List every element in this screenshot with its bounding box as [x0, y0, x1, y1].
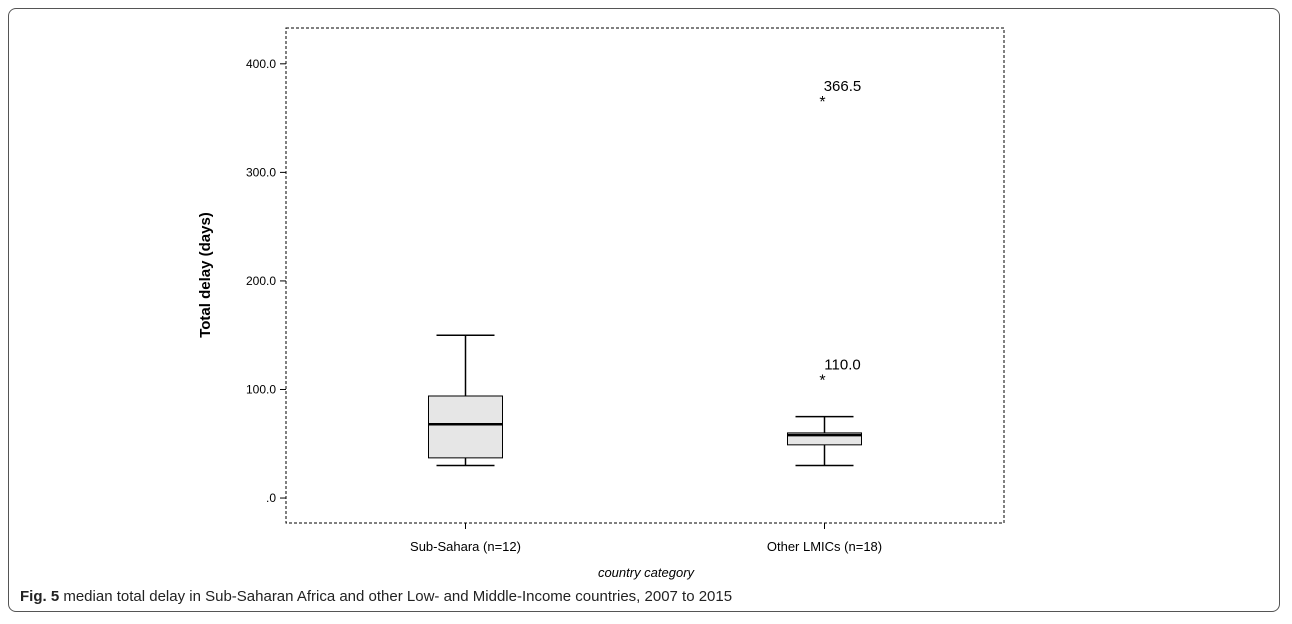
y-axis: .0 100.0 200.0 300.0 400.0 — [246, 57, 286, 505]
y-tick-label: 300.0 — [246, 165, 276, 179]
y-tick-label: 400.0 — [246, 57, 276, 71]
y-axis-label: Total delay (days) — [197, 212, 214, 338]
y-tick-label: 100.0 — [246, 382, 276, 396]
box-group — [428, 334, 503, 467]
boxes: *366.5*110.0 — [428, 78, 862, 467]
figure-caption: Fig. 5 median total delay in Sub-Saharan… — [20, 588, 732, 605]
y-tick-label: .0 — [266, 491, 276, 505]
figure-label: Fig. 5 — [20, 588, 60, 605]
outlier-marker: * — [819, 373, 825, 390]
outlier-label: 366.5 — [824, 78, 862, 95]
plot-area — [285, 27, 1005, 524]
outlier-marker: * — [819, 94, 825, 111]
y-tick-label: 200.0 — [246, 274, 276, 288]
box-group: *366.5*110.0 — [787, 78, 862, 467]
outlier-label: 110.0 — [824, 357, 860, 374]
x-axis: Sub-Sahara (n=12) Other LMICs (n=18) — [410, 523, 882, 554]
box-iqr — [787, 432, 862, 446]
x-tick-label: Other LMICs (n=18) — [767, 539, 882, 554]
box-iqr — [428, 395, 503, 459]
figure-frame — [8, 8, 1280, 612]
x-tick-label: Sub-Sahara (n=12) — [410, 539, 521, 554]
x-axis-label: country category — [598, 565, 696, 580]
figure-caption-text: median total delay in Sub-Saharan Africa… — [63, 588, 733, 605]
